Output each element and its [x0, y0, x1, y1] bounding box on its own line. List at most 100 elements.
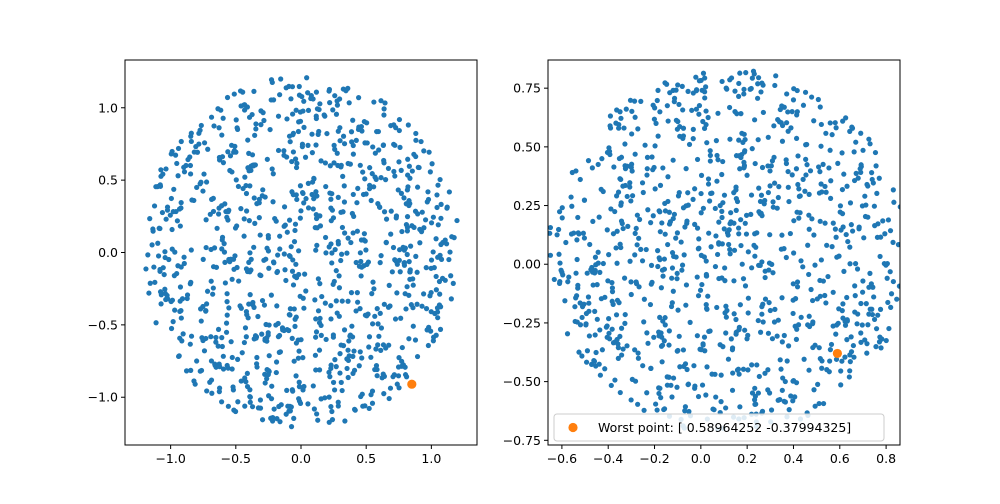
data-point — [309, 131, 315, 137]
data-point — [617, 389, 623, 396]
data-point — [193, 144, 199, 150]
data-point — [251, 244, 257, 250]
data-point — [607, 113, 614, 119]
data-point — [625, 223, 631, 229]
data-point — [659, 267, 666, 273]
data-point — [247, 250, 253, 256]
data-point — [778, 366, 784, 372]
data-point — [745, 367, 751, 373]
data-point — [297, 215, 303, 221]
data-point — [840, 315, 846, 321]
data-point — [738, 242, 744, 249]
data-point — [162, 249, 168, 255]
data-point — [380, 142, 387, 148]
data-point — [683, 166, 689, 172]
data-point — [253, 126, 259, 132]
data-point — [851, 354, 857, 360]
data-point — [171, 186, 177, 192]
data-point — [194, 184, 200, 191]
data-point — [336, 313, 342, 319]
data-point — [353, 259, 359, 266]
data-point — [378, 347, 384, 353]
data-point — [858, 169, 864, 175]
data-point — [597, 269, 603, 275]
data-point — [233, 117, 239, 123]
data-point — [438, 215, 444, 221]
data-point — [176, 353, 182, 360]
data-point — [200, 337, 206, 344]
data-point — [682, 404, 689, 410]
data-point — [268, 292, 274, 298]
data-point — [219, 203, 225, 209]
data-point — [292, 323, 298, 329]
data-point — [766, 299, 772, 306]
data-point — [406, 163, 412, 169]
data-point — [353, 308, 359, 314]
data-point — [729, 347, 736, 353]
data-point — [258, 122, 264, 128]
data-point — [880, 218, 886, 224]
data-point — [414, 353, 421, 360]
data-point — [254, 354, 260, 361]
data-point — [322, 113, 328, 119]
data-point — [858, 330, 864, 336]
data-point — [606, 252, 612, 258]
data-point — [623, 106, 629, 112]
data-point — [155, 240, 161, 246]
data-point — [222, 280, 228, 286]
data-point — [329, 250, 335, 256]
data-point — [679, 262, 686, 268]
data-point — [794, 279, 801, 285]
data-point — [290, 282, 297, 288]
data-point — [242, 403, 248, 409]
data-point — [798, 314, 804, 320]
data-point — [883, 337, 889, 344]
data-point — [632, 378, 639, 384]
data-point — [785, 184, 791, 190]
data-point — [742, 148, 748, 154]
data-point — [830, 220, 836, 226]
data-point — [272, 215, 278, 222]
data-point — [779, 387, 785, 393]
data-point — [383, 177, 389, 183]
data-point — [878, 345, 884, 351]
data-point — [350, 230, 356, 236]
data-point — [273, 359, 280, 365]
data-point — [296, 398, 303, 404]
data-point — [840, 118, 846, 124]
data-point — [270, 414, 276, 421]
data-point — [415, 211, 421, 217]
data-point — [337, 96, 343, 102]
data-point — [188, 367, 194, 373]
data-point — [368, 197, 374, 204]
data-point — [723, 314, 729, 320]
data-point — [350, 191, 356, 198]
data-point — [860, 289, 866, 295]
data-point — [703, 302, 709, 308]
data-point — [282, 267, 288, 273]
data-point — [741, 91, 747, 97]
data-point — [289, 268, 296, 274]
data-point — [738, 111, 744, 117]
data-point — [749, 390, 756, 396]
data-point — [415, 164, 421, 171]
data-point — [303, 288, 309, 294]
data-point — [300, 190, 306, 197]
data-point — [355, 299, 361, 305]
data-point — [832, 120, 838, 126]
data-point — [773, 73, 779, 79]
data-point — [178, 264, 184, 270]
data-point — [868, 281, 874, 287]
data-point — [605, 278, 611, 284]
data-point — [803, 172, 809, 178]
data-point — [871, 203, 877, 209]
data-point — [656, 255, 662, 261]
data-point — [897, 204, 900, 210]
data-point — [278, 402, 284, 408]
data-point — [777, 396, 783, 403]
data-point — [718, 399, 724, 405]
data-point — [860, 278, 866, 284]
data-point — [341, 183, 347, 189]
data-point — [275, 334, 282, 340]
data-point — [588, 267, 594, 273]
